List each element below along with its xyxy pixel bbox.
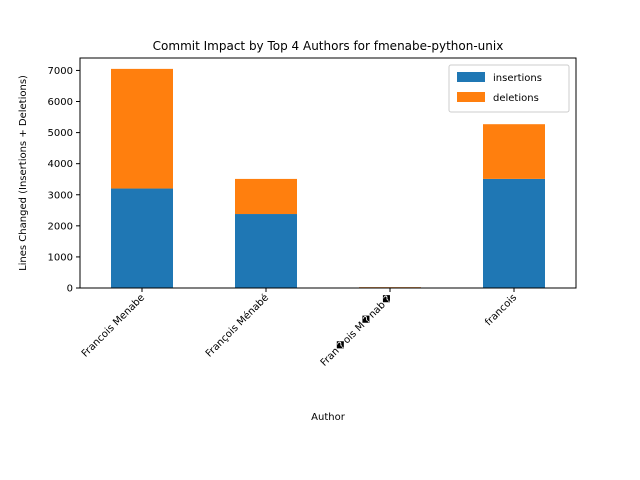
bar-deletions-3	[483, 124, 545, 179]
bars-layer	[111, 68, 545, 288]
y-tick-label-6: 6000	[48, 97, 73, 108]
y-tick-label-5: 5000	[48, 128, 73, 139]
legend-swatch-deletions	[457, 92, 485, 102]
y-axis: 0 1000 2000 3000 4000 5000 6000 7000	[48, 66, 80, 295]
y-tick-label-2: 2000	[48, 221, 73, 232]
bar-insertions-1	[235, 214, 297, 288]
bar-deletions-0	[111, 68, 173, 189]
y-tick-label-0: 0	[67, 284, 73, 295]
y-axis-title: Lines Changed (Insertions + Deletions)	[18, 75, 29, 271]
y-tick-label-4: 4000	[48, 159, 73, 170]
legend-label-insertions: insertions	[493, 73, 542, 84]
x-axis-title: Author	[311, 412, 346, 423]
plot-frame	[79, 57, 577, 289]
y-tick-label-3: 3000	[48, 190, 73, 201]
bar-insertions-3	[483, 178, 545, 288]
legend-swatch-insertions	[457, 72, 485, 82]
bar-insertions-0	[111, 188, 173, 288]
y-tick-label-1: 1000	[48, 252, 73, 263]
legend: insertions deletions	[448, 64, 570, 113]
legend-label-deletions: deletions	[493, 93, 539, 104]
chart-title: Commit Impact by Top 4 Authors for fmena…	[153, 39, 504, 53]
y-tick-label-7: 7000	[48, 66, 73, 77]
bar-deletions-1	[235, 178, 297, 215]
